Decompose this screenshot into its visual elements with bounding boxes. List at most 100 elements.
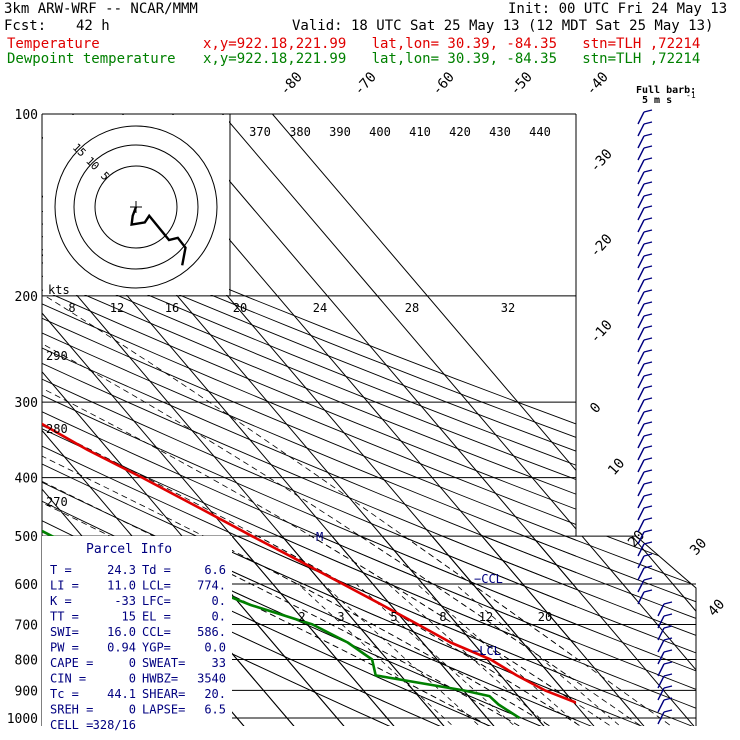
parcel-field-value: 0. (212, 594, 226, 608)
wind-barb-flag (643, 361, 653, 365)
pressure-label: 700 (15, 618, 38, 633)
parcel-field-value: 0 (129, 656, 136, 670)
parcel-field-label: CELL = (50, 718, 93, 732)
isotherm-line (222, 114, 576, 530)
mixing-ratio-line (454, 583, 626, 726)
parcel-field-label: SREH = (50, 703, 93, 717)
wind-barb-flag (643, 445, 653, 449)
parcel-field-value: 328/16 (93, 718, 136, 732)
parcel-field-value: 24.3 (107, 563, 136, 577)
dry-adiabat (42, 536, 696, 726)
wind-barb-flag (643, 409, 653, 413)
wind-barb-flag (643, 253, 653, 257)
wind-barb (657, 663, 665, 677)
wind-barb (637, 363, 645, 377)
dry-adiabat (42, 536, 696, 726)
wind-barb (657, 699, 665, 713)
parcel-field-value: 0.0 (204, 641, 226, 655)
wind-barb-flag (643, 109, 653, 113)
parcel-field-label: LCL= (142, 579, 171, 593)
parcel-field-label: Tc = (50, 687, 79, 701)
wind-barb-flag (663, 661, 673, 665)
wind-barb (637, 591, 645, 605)
wind-barb-flag (643, 337, 653, 341)
parcel-field-label: CAPE = (50, 656, 93, 670)
wind-barb (657, 651, 665, 665)
wind-barb (637, 291, 645, 305)
dry-adiabat (42, 536, 696, 726)
parcel-field-label: K = (50, 594, 72, 608)
wind-barb (637, 507, 645, 521)
wind-barb-flag (643, 145, 653, 149)
isotherm-label: -60 (429, 69, 458, 99)
wind-barb-flag (643, 385, 653, 389)
wind-barb-flag (643, 577, 653, 581)
wind-barb-flag (643, 373, 653, 377)
wind-barb-flag (643, 421, 653, 425)
wind-barb (637, 555, 645, 569)
pressure-label: 200 (15, 290, 38, 305)
wind-barb (637, 459, 645, 473)
wind-barb-flag (643, 493, 653, 497)
theta-label: 270 (46, 495, 68, 509)
parcel-field-label: SWI= (50, 625, 79, 639)
parcel-field-value: 6.5 (204, 703, 226, 717)
isotherm-label: -70 (351, 69, 380, 99)
wind-barb-flag (643, 481, 653, 485)
wind-key-title: Full barb: (636, 85, 696, 96)
isotherm-line (42, 536, 399, 726)
wind-barb (637, 303, 645, 317)
dry-adiabat (42, 332, 576, 557)
parcel-field-value: 6.6 (204, 563, 226, 577)
wind-barb (637, 135, 645, 149)
dry-adiabat (42, 223, 576, 438)
dry-adiabat (42, 317, 576, 541)
parcel-field-value: 774. (197, 579, 226, 593)
parcel-field-label: T = (50, 563, 72, 577)
wind-barb (637, 519, 645, 533)
theta-label: 280 (46, 422, 68, 436)
inset-scale-tick: 24 (313, 301, 327, 315)
forecast-hour: 42 h (76, 18, 110, 34)
isotherm-label: -10 (587, 317, 616, 347)
wind-barb-flag (643, 589, 653, 593)
wind-barb (637, 435, 645, 449)
pressure-label: 100 (15, 108, 38, 123)
parcel-field-label: PW = (50, 641, 79, 655)
mixing-ratio-line (387, 583, 555, 726)
parcel-field-label: LAPSE= (142, 703, 185, 717)
parcel-field-value: -33 (114, 594, 136, 608)
wind-barb (637, 231, 645, 245)
wind-barb-flag (643, 457, 653, 461)
parcel-field-value: 0. (212, 610, 226, 624)
dry-adiabat (42, 262, 576, 481)
inset-scale-tick: 32 (501, 301, 515, 315)
wind-barb (637, 567, 645, 581)
m-label: M (316, 530, 323, 544)
dry-adiabat (42, 275, 576, 495)
wind-barb-flag (643, 277, 653, 281)
wind-barb (637, 411, 645, 425)
wind-barb-flag (643, 289, 653, 293)
moist-adiabat (44, 536, 679, 726)
parcel-field-value: 44.1 (107, 687, 136, 701)
theta-label: 380 (289, 125, 311, 139)
wind-barb-flag (643, 205, 653, 209)
wind-barb (637, 387, 645, 401)
wind-barb (637, 267, 645, 281)
parcel-field-value: 586. (197, 625, 226, 639)
parcel-field-value: 0.94 (107, 641, 136, 655)
wind-barb-flag (643, 301, 653, 305)
isotherm-line (122, 536, 649, 726)
mixing-ratio-label: 5 (390, 610, 397, 624)
isotherm-label: -30 (587, 146, 616, 176)
isotherm-line (42, 536, 549, 726)
parcel-field-label: SWEAT= (142, 656, 185, 670)
parcel-field-value: 3540 (197, 672, 226, 686)
wind-barb (637, 243, 645, 257)
wind-barb-flag (663, 685, 673, 689)
parcel-info-title: Parcel Info (86, 542, 172, 557)
wind-barb (637, 207, 645, 221)
wind-barb-flag (663, 625, 673, 629)
dry-adiabat (42, 536, 696, 726)
